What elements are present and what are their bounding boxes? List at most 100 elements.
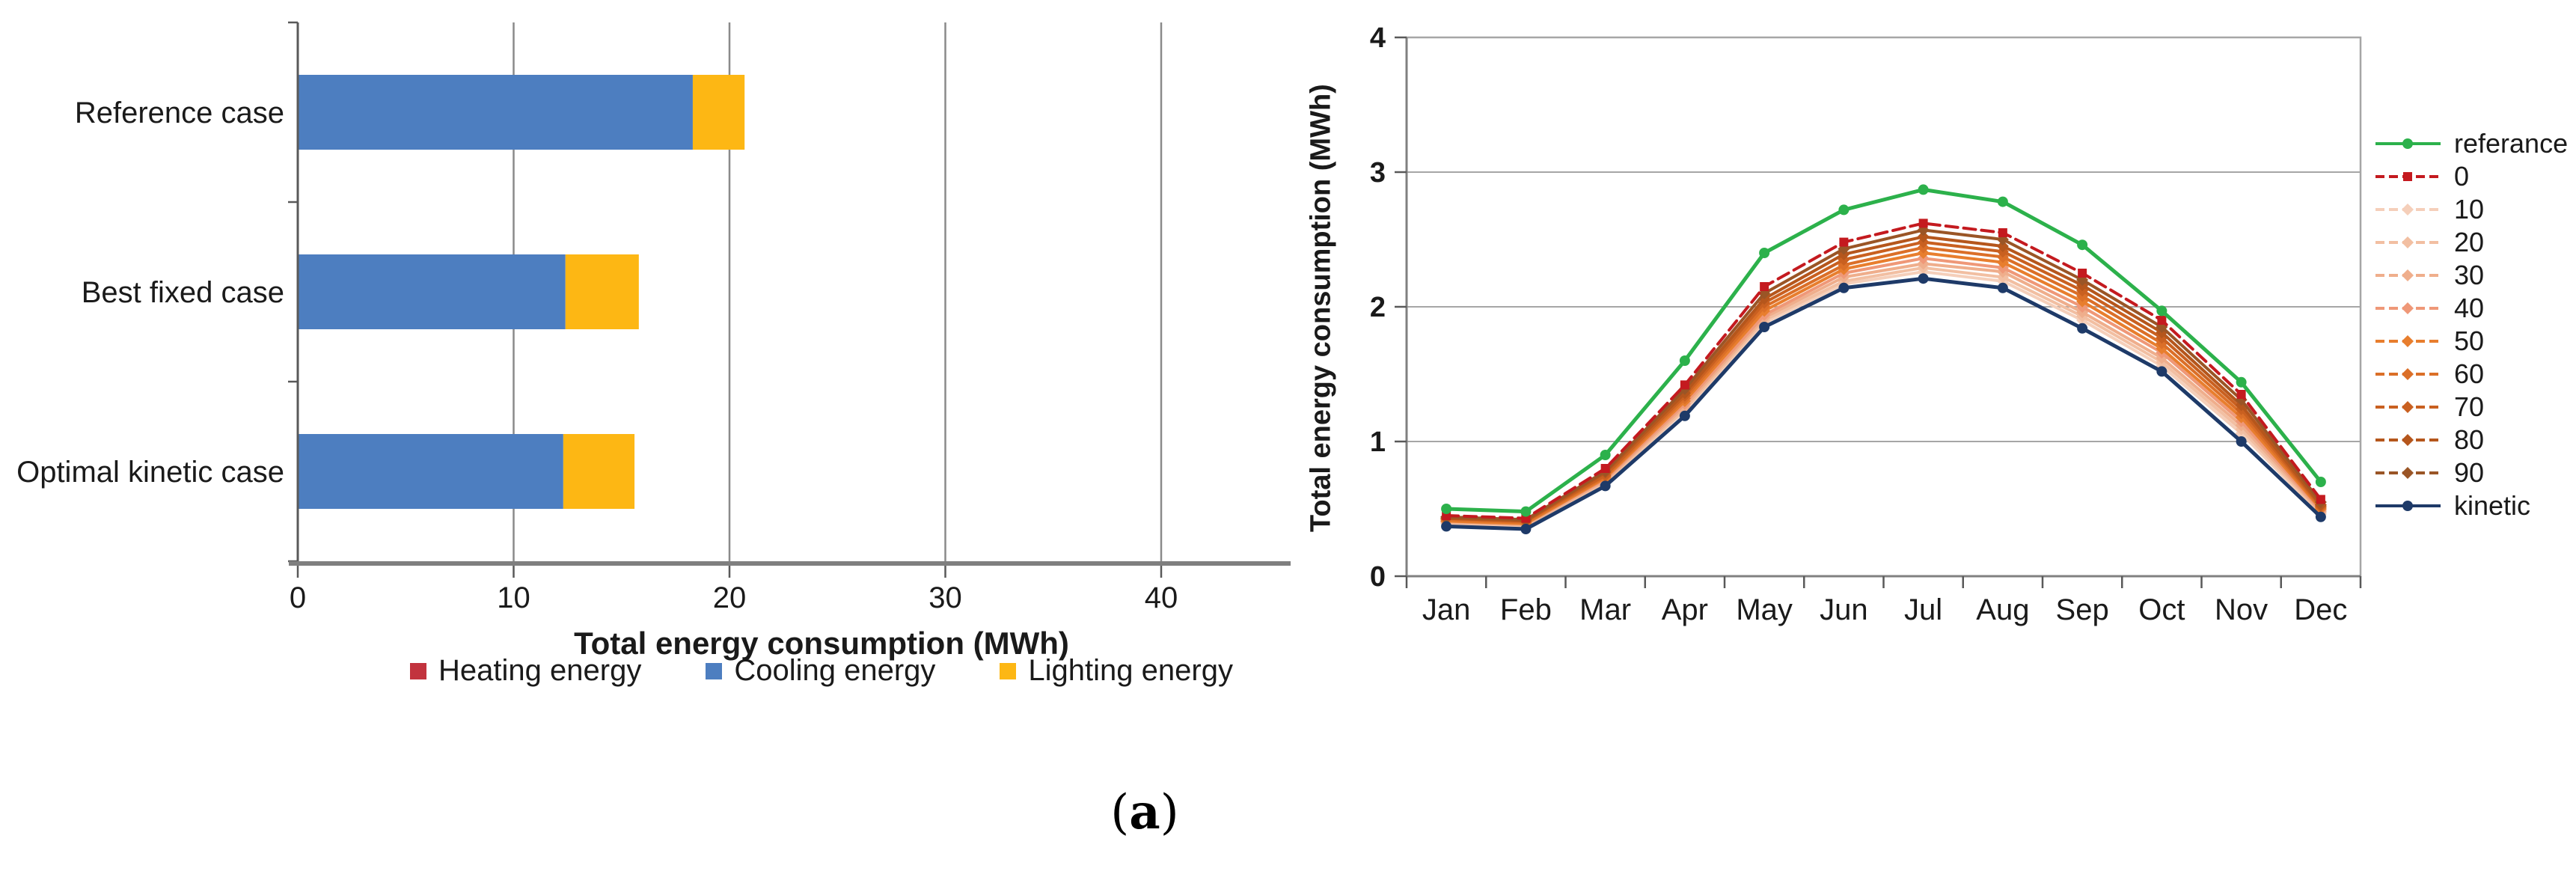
- legend-label: 80: [2454, 424, 2484, 455]
- data-point: [1839, 237, 1849, 247]
- left-chart-legend: Heating energy Cooling energy Lighting e…: [298, 654, 1345, 688]
- data-point: [1441, 504, 1452, 514]
- caption-paren-open: (: [1110, 785, 1130, 840]
- data-point: [2236, 436, 2247, 447]
- right-line-chart: 0 1 2 3 4 Jan Feb Mar Apr May Jun Jul Aug Sep Oct Nov De…: [1370, 22, 2568, 626]
- category-label: Optimal kinetic case: [16, 456, 284, 489]
- legend-label-heating: Heating energy: [438, 654, 642, 687]
- month-label: Oct: [2138, 593, 2185, 626]
- data-point: [2315, 511, 2326, 522]
- month-label: Apr: [1662, 593, 1708, 626]
- month-label: May: [1736, 593, 1793, 626]
- data-point: [2403, 172, 2412, 181]
- data-point: [1600, 464, 1610, 473]
- data-point: [1997, 282, 2008, 293]
- legend-item-heating: Heating energy: [410, 654, 641, 688]
- data-point: [2077, 239, 2088, 251]
- series-referance: [1441, 184, 2326, 517]
- left-chart-x-axis-title: Total energy consumption (MWh): [574, 626, 1069, 661]
- data-point: [1997, 196, 2008, 207]
- bar-segment: [563, 434, 635, 509]
- legend-label: 70: [2454, 391, 2484, 422]
- legend-label-cooling: Cooling energy: [734, 654, 936, 687]
- x-tick-label: 0: [290, 581, 306, 614]
- data-point: [1520, 524, 1532, 534]
- data-point: [1838, 282, 1850, 293]
- data-point: [1918, 219, 1928, 228]
- data-point: [2402, 401, 2414, 413]
- x-tick-label: 30: [928, 581, 962, 614]
- data-point: [2236, 376, 2247, 388]
- data-point: [1520, 506, 1532, 517]
- axes: [1395, 36, 2362, 588]
- data-point: [1838, 204, 1850, 216]
- y-tick-label: 3: [1370, 157, 1386, 189]
- x-tick-label: 20: [713, 581, 747, 614]
- month-label: Jun: [1820, 593, 1868, 626]
- legend-label: 0: [2454, 161, 2469, 192]
- bar-segment: [298, 254, 566, 329]
- data-point: [2078, 269, 2087, 278]
- data-point: [2402, 269, 2414, 281]
- series-line: [1445, 221, 2322, 520]
- data-point: [1679, 410, 1690, 421]
- legend-label: 10: [2454, 194, 2484, 224]
- legend-label: 20: [2454, 227, 2484, 257]
- data-point: [2402, 368, 2414, 380]
- bar-segment: [565, 254, 639, 329]
- data-point: [1760, 282, 1769, 291]
- legend-label: kinetic: [2454, 490, 2530, 521]
- data-point: [2157, 316, 2167, 325]
- month-label: Aug: [1976, 593, 2029, 626]
- heating-swatch-icon: [410, 662, 427, 679]
- legend-item-cooling: Cooling energy: [706, 654, 935, 688]
- data-point: [1441, 521, 1452, 532]
- axes: [288, 21, 1291, 578]
- bar-segment: [298, 434, 563, 509]
- data-point: [1679, 355, 1690, 366]
- series-kinetic: [1441, 273, 2326, 534]
- data-point: [2402, 302, 2414, 314]
- y-tick-label: 4: [1370, 22, 1386, 54]
- caption-letter: a: [1129, 784, 1160, 840]
- data-point: [2156, 305, 2167, 317]
- bars: [298, 75, 745, 509]
- category-label: Best fixed case: [82, 276, 284, 309]
- data-point: [2402, 501, 2413, 511]
- x-axis-line: [289, 561, 1291, 566]
- lighting-swatch-icon: [1000, 662, 1017, 679]
- month-label: Sep: [2056, 593, 2109, 626]
- legend-label: referance: [2454, 128, 2568, 159]
- data-point: [1918, 184, 1929, 195]
- month-label: Nov: [2215, 593, 2268, 626]
- data-point: [1759, 248, 1770, 258]
- data-point: [2402, 434, 2414, 446]
- legend-label-lighting: Lighting energy: [1028, 654, 1233, 687]
- y-tick-label: 1: [1370, 427, 1386, 458]
- data-point: [2156, 366, 2167, 377]
- legend-item-lighting: Lighting energy: [1000, 654, 1233, 688]
- month-label: Jul: [1904, 593, 1942, 626]
- y-tick-label: 0: [1370, 561, 1386, 593]
- data-point: [2077, 323, 2088, 334]
- caption-paren-close: ): [1160, 785, 1179, 840]
- y-tick-label: 2: [1370, 292, 1386, 323]
- legend-label: 90: [2454, 457, 2484, 488]
- data-point: [1998, 228, 2007, 237]
- legend-label: 60: [2454, 358, 2484, 389]
- data-point: [2402, 236, 2414, 248]
- labels: 0 10 20 30 40 Reference case Best fixed case Op…: [16, 97, 1178, 614]
- bar-segment: [692, 75, 745, 150]
- subfigure-caption: (a): [1047, 784, 1242, 840]
- data-point: [2402, 467, 2414, 479]
- bar-segment: [298, 75, 693, 150]
- data-point: [2402, 335, 2414, 347]
- legend-label: 50: [2454, 326, 2484, 356]
- series-line: [1444, 187, 2323, 514]
- data-point: [1600, 480, 1611, 492]
- month-label: Mar: [1579, 593, 1631, 626]
- data-point: [2402, 204, 2414, 216]
- series-line: [1445, 235, 2322, 523]
